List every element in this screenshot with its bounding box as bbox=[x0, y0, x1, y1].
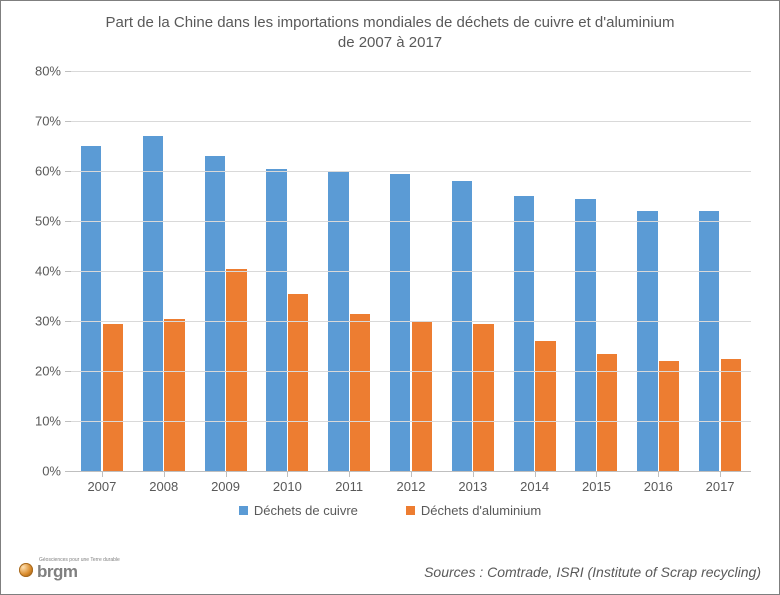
chart-frame: Part de la Chine dans les importations m… bbox=[0, 0, 780, 595]
legend-swatch bbox=[239, 506, 248, 515]
legend-swatch bbox=[406, 506, 415, 515]
x-tick-label: 2009 bbox=[211, 471, 240, 494]
x-tick-label: 2015 bbox=[582, 471, 611, 494]
bar bbox=[535, 341, 555, 471]
y-tick-label: 50% bbox=[35, 214, 71, 229]
gridline bbox=[71, 171, 751, 172]
x-tick-label: 2016 bbox=[644, 471, 673, 494]
bar bbox=[390, 174, 410, 472]
bar bbox=[81, 146, 101, 471]
x-tick-label: 2011 bbox=[335, 471, 363, 494]
x-tick-label: 2014 bbox=[520, 471, 549, 494]
bar bbox=[659, 361, 679, 471]
logo-text: brgm bbox=[37, 563, 120, 580]
bar bbox=[699, 211, 719, 471]
legend-label: Déchets d'aluminium bbox=[421, 503, 541, 518]
bar bbox=[637, 211, 657, 471]
legend: Déchets de cuivre Déchets d'aluminium bbox=[1, 503, 779, 518]
x-tick-label: 2010 bbox=[273, 471, 302, 494]
bar bbox=[575, 199, 595, 472]
y-tick-label: 30% bbox=[35, 314, 71, 329]
gridline bbox=[71, 371, 751, 372]
bar bbox=[103, 324, 123, 472]
y-tick-label: 40% bbox=[35, 264, 71, 279]
legend-item: Déchets d'aluminium bbox=[406, 503, 541, 518]
gridline bbox=[71, 271, 751, 272]
bar bbox=[205, 156, 225, 471]
x-tick-label: 2017 bbox=[706, 471, 735, 494]
y-tick-label: 20% bbox=[35, 364, 71, 379]
bar bbox=[452, 181, 472, 471]
bar bbox=[266, 169, 286, 472]
y-tick-label: 60% bbox=[35, 164, 71, 179]
bar bbox=[226, 269, 246, 472]
bar bbox=[412, 321, 432, 471]
gridline bbox=[71, 321, 751, 322]
gridline bbox=[71, 421, 751, 422]
x-tick-label: 2013 bbox=[458, 471, 487, 494]
bar bbox=[721, 359, 741, 472]
y-tick-label: 70% bbox=[35, 114, 71, 129]
bar bbox=[350, 314, 370, 472]
legend-item: Déchets de cuivre bbox=[239, 503, 358, 518]
chart-title: Part de la Chine dans les importations m… bbox=[1, 13, 779, 54]
y-tick-label: 0% bbox=[42, 464, 71, 479]
bar bbox=[473, 324, 493, 472]
globe-icon bbox=[19, 563, 33, 577]
y-tick-label: 80% bbox=[35, 64, 71, 79]
x-tick-label: 2007 bbox=[87, 471, 116, 494]
gridline bbox=[71, 71, 751, 72]
bar bbox=[164, 319, 184, 472]
source-line: Sources : Comtrade, ISRI (Institute of S… bbox=[424, 564, 761, 580]
bar bbox=[514, 196, 534, 471]
x-tick-label: 2008 bbox=[149, 471, 178, 494]
gridline bbox=[71, 121, 751, 122]
gridline bbox=[71, 221, 751, 222]
plot-area: 0%10%20%30%40%50%60%70%80%20072008200920… bbox=[71, 71, 751, 471]
x-tick-label: 2012 bbox=[397, 471, 426, 494]
logo: Géosciences pour une Terre durable brgm bbox=[19, 560, 120, 580]
legend-label: Déchets de cuivre bbox=[254, 503, 358, 518]
y-tick-label: 10% bbox=[35, 414, 71, 429]
